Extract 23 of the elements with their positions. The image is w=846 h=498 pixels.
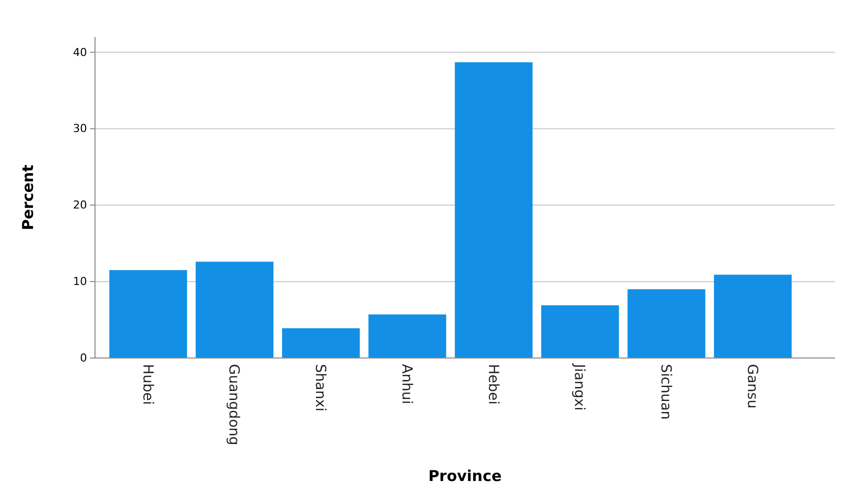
x-tick-label: Anhui [398,364,414,404]
x-tick-label: Jiangxi [571,363,588,411]
x-tick-label: Guangdong [226,364,242,446]
bar [109,270,188,358]
bar [714,274,792,358]
x-tick-label: Sichuan [658,364,674,420]
y-tick-label: 30 [73,122,87,136]
bar [368,314,446,358]
y-axis-title: Percent [19,164,37,230]
x-tick-label: Shanxi [312,364,328,412]
y-tick-label: 40 [73,46,87,59]
bar [282,328,360,358]
bar [541,305,619,358]
y-tick-label: 0 [80,352,87,365]
x-axis-title: Province [428,467,502,485]
bar [196,262,274,358]
x-tick-label: Hebei [484,364,501,405]
bar [454,62,533,358]
x-tick-label: Hubei [139,364,156,405]
x-tick-label: Gansu [744,364,760,408]
y-tick-label: 20 [73,198,87,212]
y-tick-label: 10 [73,275,87,288]
bar [628,289,706,358]
